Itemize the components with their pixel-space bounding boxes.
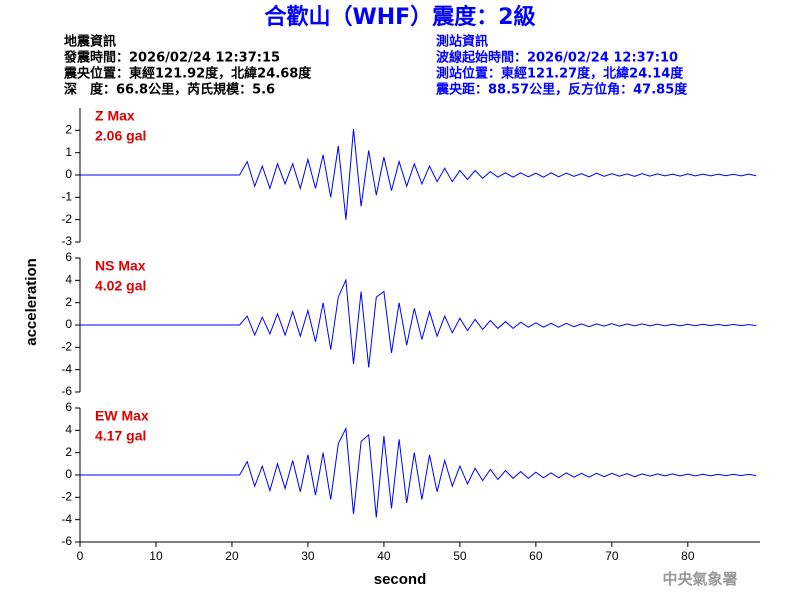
- y-tick-label: 2: [65, 123, 72, 137]
- x-tick-label: 0: [77, 549, 84, 563]
- y-tick-label: -2: [61, 490, 72, 504]
- waveform: [80, 278, 757, 368]
- x-tick-label: 10: [149, 549, 163, 563]
- annotation: 4.02 gal: [95, 278, 146, 294]
- x-tick-label: 60: [529, 549, 543, 563]
- waveform: [80, 128, 757, 220]
- y-tick-label: 0: [65, 167, 72, 181]
- event-info: 深 度：66.8公里，芮氏規模：5.6: [64, 82, 275, 98]
- y-tick-label: 6: [65, 250, 72, 264]
- y-tick-label: 6: [65, 400, 72, 414]
- annotation: NS Max: [95, 258, 146, 274]
- y-tick-label: -2: [61, 340, 72, 354]
- x-axis-label: second: [374, 571, 427, 588]
- x-tick-label: 20: [225, 549, 239, 563]
- y-tick-label: 1: [65, 145, 72, 159]
- annotation: 4.17 gal: [95, 428, 146, 444]
- station-info: 測站位置：東經121.27度，北緯24.14度: [436, 66, 684, 82]
- x-tick-label: 70: [605, 549, 619, 563]
- station-info: 波線起始時間：2026/02/24 12:37:10: [436, 50, 678, 66]
- station-info: 測站資訊: [436, 34, 488, 50]
- footer: 中央氣象署: [662, 570, 737, 588]
- waveform: [80, 426, 757, 518]
- y-tick-label: 0: [65, 467, 72, 481]
- y-tick-label: -6: [61, 384, 72, 398]
- x-tick-label: 50: [453, 549, 467, 563]
- title: 合歡山（WHF）震度：2級: [264, 4, 535, 30]
- annotation: EW Max: [95, 408, 149, 424]
- event-info: 震央位置：東經121.92度，北緯24.68度: [63, 66, 312, 82]
- y-tick-label: 4: [65, 273, 72, 287]
- station-info: 震央距：88.57公里，反方位角：47.85度: [435, 82, 688, 98]
- y-tick-label: 2: [65, 445, 72, 459]
- annotation: 2.06 gal: [95, 128, 146, 144]
- event-info: 發震時間：2026/02/24 12:37:15: [63, 50, 280, 66]
- y-tick-label: -4: [61, 362, 72, 376]
- x-tick-label: 80: [681, 549, 695, 563]
- annotation: Z Max: [95, 108, 135, 124]
- y-tick-label: 0: [65, 317, 72, 331]
- event-info: 地震資訊: [64, 34, 116, 50]
- y-tick-label: -6: [61, 534, 72, 548]
- y-tick-label: -4: [61, 512, 72, 526]
- x-tick-label: 40: [377, 549, 391, 563]
- y-tick-label: -1: [61, 190, 72, 204]
- y-tick-label: 4: [65, 423, 72, 437]
- y-tick-label: 2: [65, 295, 72, 309]
- y-tick-label: -3: [61, 234, 72, 248]
- y-axis-label: acceleration: [23, 258, 40, 346]
- y-tick-label: -2: [61, 212, 72, 226]
- x-tick-label: 30: [301, 549, 315, 563]
